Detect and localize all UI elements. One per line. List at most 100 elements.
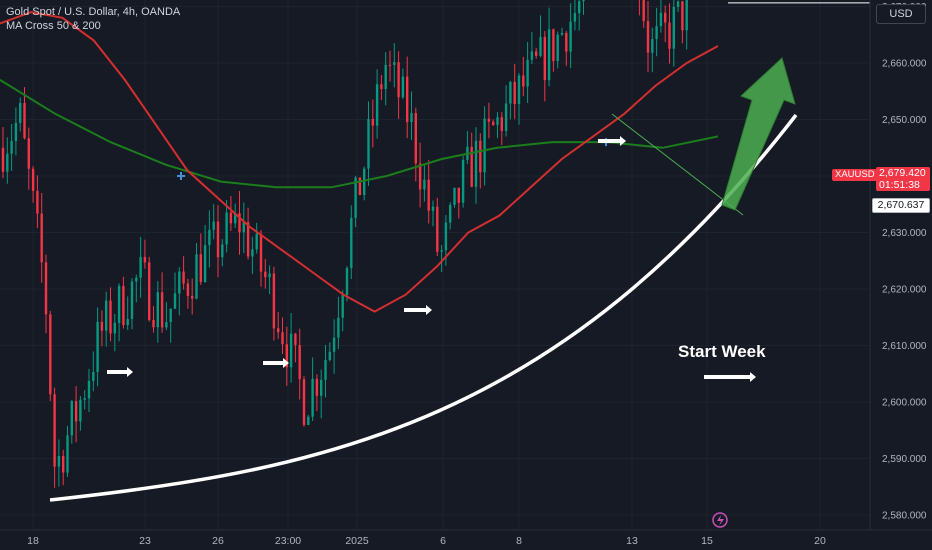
candle-body <box>646 21 650 53</box>
candle-body <box>414 113 417 164</box>
candle-body <box>436 206 439 252</box>
y-tick-label: 2,590.000 <box>882 454 927 465</box>
candle-body <box>109 300 112 334</box>
candle-body <box>569 21 572 52</box>
candle-body <box>565 33 568 52</box>
x-tick-label: 13 <box>626 535 638 547</box>
right-arrow <box>404 305 432 315</box>
candle-body <box>169 308 172 323</box>
candle-body <box>246 222 250 257</box>
start-week-label: Start Week <box>678 342 766 361</box>
candle-body <box>492 121 495 125</box>
candle-body <box>96 321 99 372</box>
y-tick-label: 2,580.000 <box>882 511 927 522</box>
candle-body <box>79 399 82 422</box>
right-arrow <box>263 358 289 368</box>
candle-body <box>341 295 344 318</box>
currency-button[interactable]: USD <box>876 4 926 24</box>
x-tick-label: 20 <box>814 535 826 547</box>
candle-body <box>582 0 585 2</box>
candle-body <box>337 317 340 338</box>
grid <box>0 0 870 530</box>
candle-body <box>427 179 430 211</box>
candle-body <box>139 256 142 278</box>
candle-body <box>229 212 233 224</box>
candle-body <box>1 147 5 172</box>
candle-body <box>578 1 581 14</box>
candle-body <box>298 345 301 380</box>
candle-body <box>388 64 392 66</box>
y-tick-label: 2,650.000 <box>882 115 927 126</box>
trend-line <box>611 113 744 216</box>
candle-body <box>320 379 323 396</box>
candle-body <box>178 271 181 294</box>
candle-body <box>221 244 224 258</box>
candle-body <box>6 153 9 172</box>
candle-body <box>423 179 426 190</box>
candle-body <box>251 249 254 257</box>
candle-body <box>410 113 413 123</box>
candle-body <box>375 84 379 126</box>
candle-body <box>509 81 512 104</box>
candle-body <box>535 51 538 56</box>
candle-body <box>371 118 374 126</box>
candle-body <box>444 222 448 251</box>
candle-body <box>431 206 435 211</box>
candle-body <box>259 233 263 272</box>
candle-body <box>474 140 478 187</box>
candle-body <box>285 344 288 368</box>
candle-body <box>573 13 577 22</box>
candles <box>1 0 688 488</box>
candle-body <box>345 268 349 296</box>
candle-body <box>642 0 645 22</box>
y-tick-label: 2,610.000 <box>882 341 927 352</box>
candle-body <box>449 204 452 223</box>
candle-body <box>117 285 121 323</box>
candle-body <box>651 39 654 53</box>
candle-body <box>556 34 559 62</box>
symbol-tag: XAUUSD <box>832 169 878 181</box>
candle-body <box>92 371 95 381</box>
candle-body <box>470 146 473 187</box>
indicator-label[interactable]: MA Cross 50 & 200 <box>6 20 101 32</box>
x-tick-label: 18 <box>27 535 39 547</box>
candle-body <box>277 328 280 333</box>
candle-body <box>281 332 284 345</box>
candle-body <box>307 416 310 425</box>
candle-body <box>350 217 353 269</box>
event-icon <box>712 512 728 528</box>
candle-body <box>87 380 91 399</box>
candle-body <box>113 322 116 334</box>
candle-body <box>100 321 104 331</box>
candle-body <box>664 12 667 23</box>
candle-body <box>40 213 43 263</box>
candle-body <box>242 222 245 233</box>
candle-body <box>461 159 465 203</box>
candle-body <box>70 401 73 436</box>
parabolic-curve <box>49 113 798 502</box>
candle-body <box>31 168 35 191</box>
candle-body <box>225 212 228 245</box>
candle-body <box>27 138 30 169</box>
y-tick-label: 2,600.000 <box>882 398 927 409</box>
candle-body <box>513 81 516 105</box>
candle-body <box>440 250 443 252</box>
chart-legend: Gold Spot / U.S. Dollar, 4h, OANDA MA Cr… <box>6 5 180 33</box>
candle-body <box>681 1 684 31</box>
marked-level-tag: 2,670.637 <box>872 198 930 213</box>
candle-body <box>165 322 168 328</box>
candle-body <box>23 102 26 139</box>
candle-body <box>234 213 237 224</box>
drawings <box>49 2 870 528</box>
candle-body <box>173 293 177 309</box>
x-tick-label: 6 <box>440 535 446 547</box>
candle-body <box>500 117 503 132</box>
candle-body <box>19 102 22 123</box>
x-tick-label: 8 <box>516 535 522 547</box>
candle-body <box>255 233 258 250</box>
candle-body <box>53 394 56 467</box>
candle-body <box>552 29 555 62</box>
candle-body <box>354 177 357 218</box>
candle-body <box>208 229 211 246</box>
